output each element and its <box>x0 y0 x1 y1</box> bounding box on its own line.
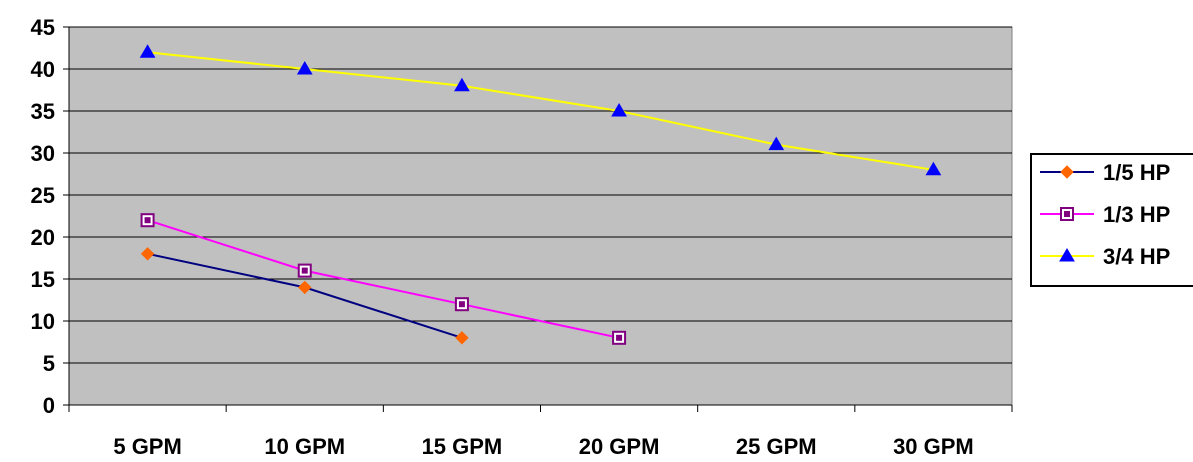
data-point-triangle <box>454 77 470 92</box>
data-point-triangle <box>139 44 156 58</box>
data-point-square <box>454 297 469 312</box>
series-markers <box>139 44 942 345</box>
legend: 1/5 HP 1/3 HP 3/4 HP <box>1030 153 1193 287</box>
gridlines <box>63 26 1012 406</box>
y-tick-label: 15 <box>31 267 55 292</box>
plot-area <box>68 26 1013 406</box>
data-point-diamond <box>140 247 155 261</box>
data-point-square <box>297 263 312 278</box>
data-point-square <box>140 213 155 228</box>
data-point-diamond <box>298 280 312 295</box>
y-tick-label: 5 <box>43 351 55 376</box>
data-point-square <box>1060 207 1074 221</box>
series-line <box>147 51 934 171</box>
marker-inner <box>144 217 151 224</box>
x-tick-label: 5 GPM <box>113 434 181 459</box>
y-tick-label: 25 <box>31 183 55 208</box>
x-axis-tick-labels: 5 GPM 10 GPM 15 GPM 20 GPM 25 GPM 30 GPM <box>113 434 973 459</box>
x-tick-label: 10 GPM <box>264 434 345 459</box>
x-tick-label: 20 GPM <box>579 434 660 459</box>
x-tick-label: 25 GPM <box>736 434 817 459</box>
y-tick-label: 20 <box>31 225 55 250</box>
data-point-diamond <box>455 331 469 345</box>
data-point-triangle <box>296 61 313 75</box>
y-tick-label: 30 <box>31 141 55 166</box>
marker-inner <box>301 267 308 274</box>
data-point-triangle <box>768 136 785 151</box>
legend-label: 1/3 HP <box>1103 202 1170 227</box>
legend-label: 3/4 HP <box>1103 244 1170 269</box>
marker-inner <box>616 334 623 341</box>
legend-box <box>1030 153 1193 287</box>
y-axis-tick-labels: 0 5 10 15 20 25 30 35 40 45 <box>31 15 55 418</box>
axes <box>68 27 1013 412</box>
x-tick-label: 15 GPM <box>422 434 503 459</box>
x-tick-label: 30 GPM <box>893 434 974 459</box>
marker-inner <box>1064 211 1070 217</box>
marker-inner <box>458 301 465 308</box>
legend-label: 1/5 HP <box>1103 160 1170 185</box>
data-point-square <box>612 330 627 345</box>
series-line <box>147 219 620 339</box>
data-point-triangle <box>925 161 942 176</box>
y-tick-label: 40 <box>31 57 55 82</box>
y-tick-label: 45 <box>31 15 55 40</box>
y-tick-label: 0 <box>43 393 55 418</box>
data-point-triangle <box>1059 248 1075 262</box>
data-point-triangle <box>611 103 627 117</box>
data-point-diamond <box>1060 165 1074 179</box>
y-tick-label: 10 <box>31 309 55 334</box>
y-tick-label: 35 <box>31 99 55 124</box>
